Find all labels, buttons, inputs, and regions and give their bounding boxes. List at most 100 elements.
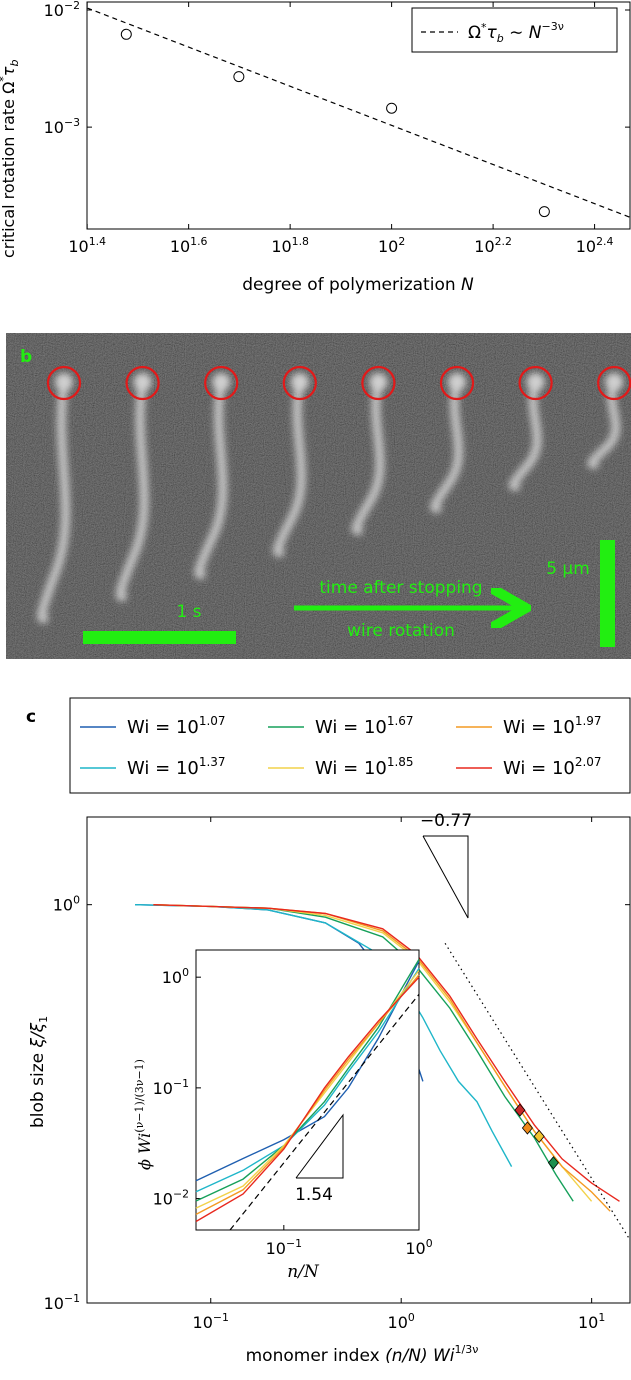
panel-c-legend-label-text: Wi = [503,717,552,738]
panel-c-xlabel: monomer index (n/N) Wi1/3ν [246,1343,479,1366]
panel-c-legend-label-base: 10 [552,717,575,738]
panel-c-xtick-label-exp: 0 [408,1311,415,1324]
panel-b-bead-circle [518,365,553,401]
panel-c-xtick-label-base: 10 [193,1313,213,1332]
panel-a-legend-base: N [529,23,542,43]
panel-c-xlabel-exp: 1/3ν [455,1343,479,1356]
panel-c-legend-label-base: 10 [364,717,387,738]
panel-c-xtick-label: 100 [388,1311,415,1332]
panel-c-marker [514,1103,526,1117]
panel-b-bead [526,373,545,391]
panel-c-inset-ytick-label: 100 [162,966,189,987]
panel-c-legend-label: Wi = 102.07 [503,755,602,779]
panel-c-inset-axes-box [195,949,420,1231]
panel-a-ytick-label: 10−2 [44,0,80,20]
panel-c-ytick-label: 10−1 [44,1292,80,1313]
panel-a-data-point [233,71,245,83]
panel-a-legend: Ω*τb ∼ N−3ν [411,7,618,53]
panel-a-xlabel-var: N [461,275,474,295]
panel-a-legend-box [411,7,618,53]
panel-a-xtick-label: 102.2 [474,235,512,256]
panel-a-axes-box [86,1,631,230]
panel-c-inset-ytick-label-base: 10 [162,968,182,987]
panel-c-inset-xlabel: n/N [287,1262,320,1282]
panel-c-legend-label-text: Wi = [315,758,364,779]
panel-a-ytick-label-exp: −2 [64,0,80,12]
panel-a-xtick-label: 101.4 [68,235,106,256]
panel-b-polymer-chain [115,382,149,602]
panel-a-xtick-label: 101.6 [170,235,208,256]
panel-c-inset-slope-line [229,993,420,1231]
panel-c-legend-label-base: 10 [364,758,387,779]
panel-a-xtick-label-base: 10 [576,237,596,256]
panel-c-legend-label-base: 10 [176,717,199,738]
panel-c-marks [134,904,631,1241]
panel-b-bead-circle [439,365,475,401]
panel-c-legend-label: Wi = 101.67 [315,714,414,738]
panel-a-xtick-label-base: 10 [474,237,494,256]
panel-c-legend-label-exp: 1.37 [199,755,226,769]
panel-c-legend-box [69,697,631,794]
panel-c-legend-label-text: Wi = [315,717,364,738]
panel-c-inset-xtick-label-base: 10 [266,1239,286,1258]
panel-a-legend-sup: * [481,21,487,34]
panel-a-marks [86,7,631,218]
panel-c-ytick-label: 100 [53,894,80,915]
panel-b-time-bar [83,631,236,644]
panel-c-ylabel-sub: 1 [37,1016,50,1023]
panel-c-legend-label-exp: 1.67 [387,714,414,728]
panel-b-scale-bar [600,540,615,647]
panel-a-legend-exp: −3ν [542,20,564,33]
panel-b-bead [448,373,466,391]
panel-c-legend-label: Wi = 101.85 [315,755,414,779]
panel-b-bead [605,373,624,391]
panel-c-legend-label-base: 10 [176,758,199,779]
panel-c-inset-ytick-label-exp: −2 [173,1188,189,1201]
panel-c-inset-xtick-label-exp: 0 [426,1237,433,1250]
panel-a-xtick-label-exp: 2 [398,235,405,248]
panel-c-legend-label-text: Wi = [127,717,176,738]
panel-a-legend-tau: τ [487,23,498,43]
panel-b-polymer-frames [37,373,624,624]
panel-b-bead-circle [282,365,317,401]
panel-a-xtick-label: 101.8 [271,235,309,256]
panel-c-inset-ylabel: ϕ Wi(ν−1)/(3ν−1) [133,1059,154,1170]
panel-c-ytick-label-exp: 0 [73,894,80,907]
panel-c-xlabel-text: monomer index [246,1346,380,1366]
panel-c-xtick-label-exp: 1 [598,1311,605,1324]
panel-a-legend-label: Ω*τb ∼ N−3ν [468,20,564,45]
panel-a-ylabel-sub: b [8,60,21,67]
panel-b-polymer-chain [508,381,542,491]
panel-c-xtick-label-exp: −1 [213,1311,229,1324]
panel-b-bead-circle [204,365,239,401]
panel-a-xtick-label-base: 10 [68,237,88,256]
panel-c-legend-label-exp: 1.97 [575,714,602,728]
panel-b-arrow-label-2: wire rotation [347,621,455,641]
panel-a-fit-line [86,7,631,218]
panel-b-bead [290,373,309,391]
panel-b-bead-circle [597,365,631,401]
panel-c-inset-ytick-label-base: 10 [153,1190,173,1209]
panel-c-inset-slope-triangle-shape [295,1113,344,1179]
panel-b-polymer-chain [37,382,71,624]
panel-b-bead-circles [46,365,631,401]
panel-a-ytick-label-base: 10 [44,1,64,20]
panel-c-series-line [153,904,620,1202]
panel-c-legend-label-text: Wi = [503,758,552,779]
panel-c-xtick-label: 101 [578,1311,605,1332]
panel-c-inset-ytick-label-exp: 0 [182,966,189,979]
panel-b-label: b [20,347,32,367]
panel-c-slope-triangle: −0.77 [420,811,472,919]
panel-c-legend-label-base: 10 [552,758,575,779]
panel-a-legend-sub: b [497,32,504,45]
panel-b-polymer-chain [194,382,228,580]
panel-a-legend-mid: ∼ [504,23,529,43]
panel-c-xtick-label-base: 10 [388,1313,408,1332]
panel-c-inset-xtick-label: 100 [405,1237,432,1258]
panel-a-xtick-label-exp: 1.4 [89,235,106,248]
panel-c-inset-xtick-label: 10−1 [266,1237,302,1258]
panel-a-xtick-label-base: 10 [378,237,398,256]
panel-b-image: b 1 s time after stopping wire rotation … [6,333,631,659]
panel-c-inset-series-line [195,958,420,1202]
